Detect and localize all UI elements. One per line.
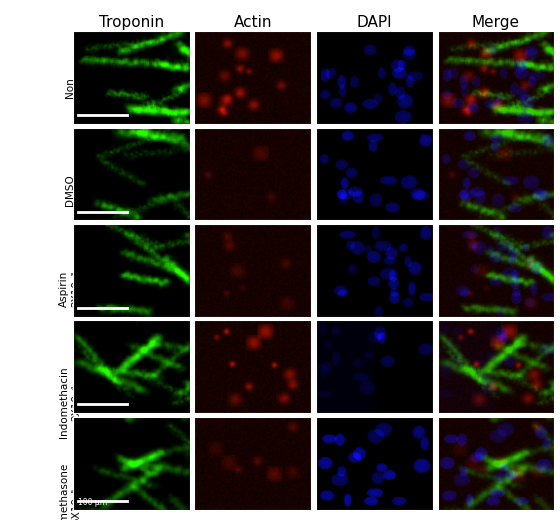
Y-axis label: Aspirin
2X10⁻³: Aspirin 2X10⁻³ bbox=[59, 270, 81, 307]
Title: DAPI: DAPI bbox=[357, 15, 392, 30]
Text: 100 μm: 100 μm bbox=[78, 498, 108, 508]
Y-axis label: Dexamethasone
5X10⁻⁵: Dexamethasone 5X10⁻⁵ bbox=[59, 463, 81, 520]
Y-axis label: Indomethacin
2X10⁻⁴: Indomethacin 2X10⁻⁴ bbox=[59, 367, 81, 438]
Title: Troponin: Troponin bbox=[99, 15, 164, 30]
Title: Actin: Actin bbox=[234, 15, 272, 30]
Title: Merge: Merge bbox=[472, 15, 520, 30]
Y-axis label: Non: Non bbox=[65, 77, 75, 98]
Y-axis label: DMSO: DMSO bbox=[65, 174, 75, 206]
